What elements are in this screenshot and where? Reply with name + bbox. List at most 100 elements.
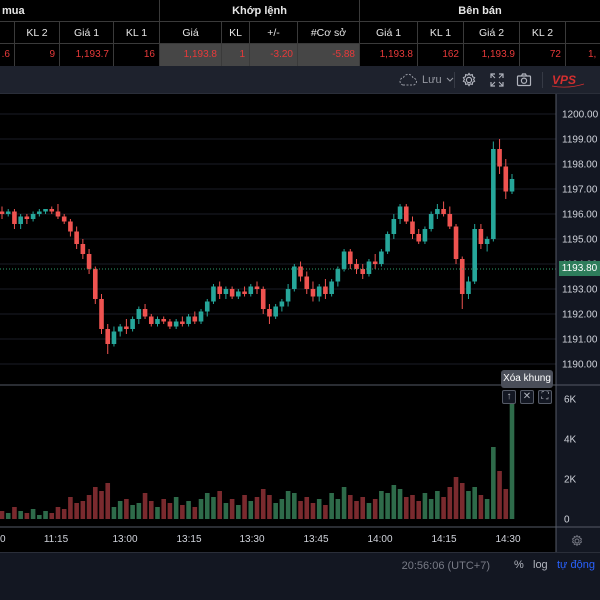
candle-body — [236, 291, 241, 297]
volume-bar — [61, 509, 67, 519]
header-sell-gia1: Giá 1 — [360, 22, 418, 44]
volume-bar — [43, 511, 48, 519]
volume-bar — [30, 509, 36, 519]
cell-sell-gia2: 1,193.9 — [464, 44, 520, 66]
percent-toggle[interactable]: % — [514, 559, 524, 571]
volume-bar — [142, 493, 148, 519]
candle-body — [441, 209, 446, 214]
price-tick-label: 1192.00 — [562, 310, 598, 321]
candle-body — [509, 179, 515, 192]
header-buy-kl1: KL 1 — [114, 22, 160, 44]
candle-body — [310, 289, 316, 297]
time-tick-label: 11:15 — [44, 534, 69, 545]
gear-icon[interactable] — [460, 71, 478, 89]
candle-body — [0, 211, 5, 214]
log-toggle[interactable]: log — [533, 559, 548, 571]
header-buy-kl2: KL 2 — [15, 22, 60, 44]
volume-bar — [372, 499, 378, 519]
candle-body — [12, 211, 17, 224]
candle-body — [148, 316, 154, 324]
candle-body — [248, 286, 254, 294]
auto-scale-toggle[interactable]: tự động — [557, 559, 595, 571]
candle-body — [229, 289, 235, 297]
header-match-gia: Giá — [160, 22, 222, 44]
candle-body — [497, 149, 502, 167]
volume-bar — [136, 503, 142, 519]
cell-buy-kl2: 9 — [15, 44, 60, 66]
volume-bar — [180, 505, 185, 519]
volume-bar — [497, 471, 502, 519]
candle-body — [204, 301, 210, 312]
candle-body — [111, 331, 117, 344]
volume-bar — [260, 489, 266, 519]
fullscreen-icon[interactable] — [488, 71, 506, 89]
volume-bar — [49, 513, 55, 519]
volume-bar — [403, 497, 409, 519]
remove-pane-tooltip: Xóa khung — [501, 370, 553, 388]
gear-icon[interactable] — [570, 534, 584, 548]
price-tick-label: 1191.00 — [562, 335, 598, 346]
candle-body — [354, 264, 359, 269]
camera-icon[interactable] — [515, 71, 533, 89]
volume-bar — [92, 487, 98, 519]
price-chart[interactable]: 1200.00 1199.00 1198.00 1197.00 1196.00 1195.… — [0, 94, 600, 552]
volume-bar — [453, 477, 459, 519]
candle-body — [105, 329, 111, 344]
volume-bar — [459, 483, 465, 519]
volume-bar — [117, 501, 123, 519]
price-tick-label: 1197.00 — [562, 185, 598, 196]
volume-tick-label: 0 — [564, 515, 570, 526]
candle-body — [366, 261, 372, 274]
candle-body — [416, 234, 422, 242]
volume-bar — [503, 489, 509, 519]
cell-buy-partial: .6 — [0, 44, 15, 66]
cell-sell-kl2: 72 — [520, 44, 566, 66]
candle-body — [435, 209, 440, 214]
volume-bar — [298, 501, 303, 519]
header-blank — [0, 22, 15, 44]
time-tick-label: 13:00 — [112, 534, 137, 545]
time-tick-label: 13:30 — [239, 534, 264, 545]
candle-body — [491, 149, 496, 239]
volume-bar — [5, 513, 11, 519]
volume-bar — [447, 487, 453, 519]
cell-match-change: -3.20 — [250, 44, 298, 66]
candle-body — [217, 286, 222, 294]
candle-body — [86, 254, 92, 269]
volume-bar — [155, 507, 160, 519]
candle-body — [478, 229, 484, 244]
candle-body — [472, 229, 477, 282]
candle-body — [198, 311, 204, 322]
volume-bar — [292, 493, 297, 519]
time-tick-label: 14:00 — [367, 534, 392, 545]
candle-body — [292, 266, 297, 289]
volume-bar — [37, 515, 42, 519]
close-pane-button[interactable]: ✕ — [520, 390, 534, 404]
toolbar-separator — [454, 72, 455, 88]
vps-logo: VPS — [551, 73, 585, 88]
price-tick-label: 1198.00 — [562, 160, 598, 171]
candle-body — [30, 214, 36, 219]
candle-body — [459, 259, 465, 294]
cell-sell-partial: 1, — [588, 49, 597, 60]
volume-bar — [55, 507, 61, 519]
candle-body — [124, 326, 129, 329]
candle-body — [391, 219, 397, 234]
save-button[interactable]: Lưu — [398, 72, 454, 88]
candle-body — [99, 299, 104, 329]
maximize-pane-button[interactable]: ⛶ — [538, 390, 552, 404]
candle-body — [453, 226, 459, 259]
volume-bar — [478, 495, 484, 519]
candle-body — [180, 321, 185, 324]
chevron-down-icon[interactable] — [446, 77, 454, 83]
clock: 20:56:06 (UTC+7) — [401, 560, 490, 572]
volume-bar — [472, 487, 477, 519]
candle-body — [279, 301, 285, 307]
candle-body — [5, 211, 11, 214]
volume-bar — [316, 499, 322, 519]
move-pane-up-button[interactable]: ↑ — [502, 390, 516, 404]
volume-bar — [385, 493, 390, 519]
header-buy-gia1: Giá 1 — [60, 22, 114, 44]
candle-body — [142, 309, 148, 317]
volume-bar — [186, 501, 191, 519]
